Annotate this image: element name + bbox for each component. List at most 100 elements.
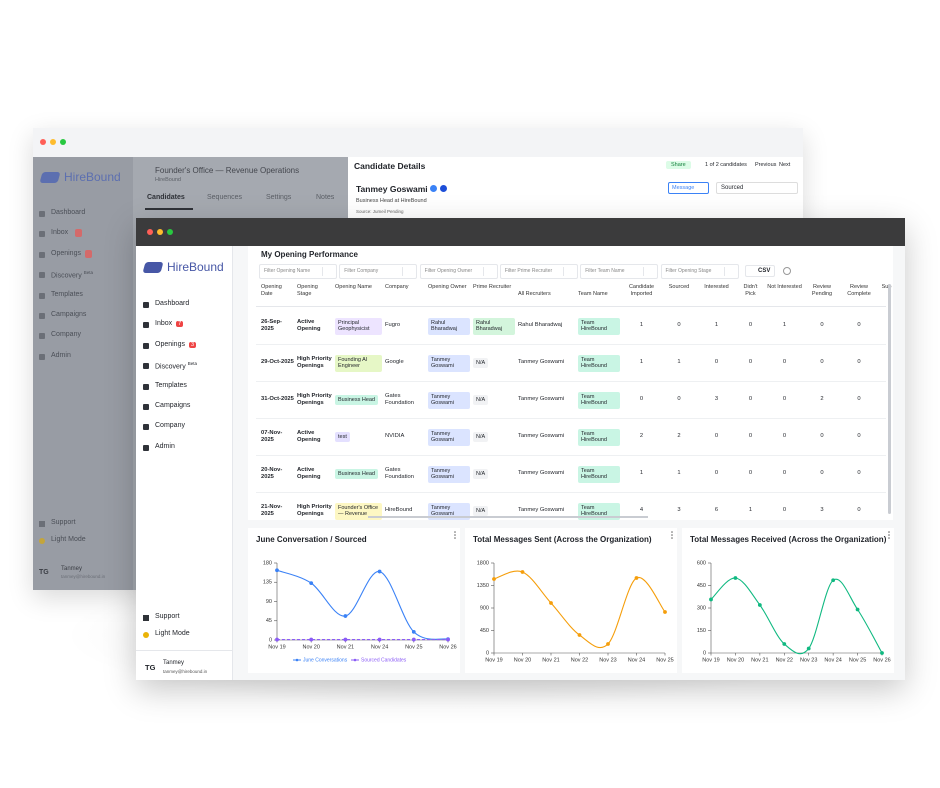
data-point [806,646,811,651]
legend-label: Sourced Candidates [361,657,407,663]
nav-icon [39,313,45,319]
data-point [446,637,450,642]
table-cell: Tanmey Goswami [428,493,470,520]
nav-item[interactable]: Templates [51,290,83,298]
table-cell: N/A [473,345,515,381]
nav-item[interactable]: Openings [51,249,81,257]
y-tick-label: 600 [697,560,706,566]
nav-badge: 3 [188,341,197,348]
table-cell: Tanmey Goswami [518,433,565,440]
chart: Total Messages Received (Across the Orga… [682,528,894,673]
pill: Rahul Bharadwaj [473,317,515,335]
tab[interactable]: Notes [316,194,335,201]
tab[interactable]: Settings [266,194,292,201]
column-header: Opening Name [335,284,372,290]
table-cell: HireBound [385,507,413,514]
pill: N/A [473,394,489,406]
table-cell: Team HireBound [578,308,620,344]
table-cell: 1 [748,507,753,514]
pill: Team HireBound [578,465,620,483]
nav-item[interactable]: Company [51,331,81,339]
window-dot [157,229,163,235]
table-cell: High Priority Openings [297,503,332,518]
tab[interactable]: Sequences [207,194,243,201]
filter-input[interactable]: Filter Prime Recruiter [499,264,578,279]
table-cell: Gates Foundation [385,466,415,481]
table-cell: 0 [714,433,719,440]
x-tick-label: Nov 26 [439,644,456,650]
next[interactable]: Next [779,162,791,168]
share-button[interactable]: Share [666,161,691,169]
table-cell: Google [385,359,404,366]
table-cell: 1 [639,470,644,477]
tab[interactable]: Candidates [147,194,185,201]
verified-icon [430,185,437,192]
data-point [782,642,787,646]
x-tick-label: Nov 25 [656,657,673,663]
nav-item[interactable]: Discovery Beta [155,361,197,371]
filter-divider [723,267,725,276]
nav-item[interactable]: Dashboard [155,300,190,307]
status-select[interactable]: Sourced [716,182,798,194]
nav-item[interactable]: Admin [51,351,71,359]
window-dot [167,229,173,235]
filter-input[interactable]: Filter Opening Name [259,264,337,279]
table-cell: Tanmey Goswami [518,470,565,477]
nav-badge [85,249,92,258]
light-mode[interactable]: Light Mode [155,630,190,637]
legend-dot [353,658,357,662]
title-bar [33,128,803,157]
chart: June Conversation / Sourced 0 45 90 135 180 No… [248,528,460,673]
table-cell: 0 [782,433,787,440]
section-title: My Opening Performance [261,250,358,259]
x-tick-label: Nov 20 [302,644,319,650]
filter-input[interactable]: Filter Opening Stage [660,264,739,279]
pill: Tanmey Goswami [428,428,470,446]
filter-input[interactable]: Filter Opening Owner [419,264,498,279]
filter-input[interactable]: Filter Company [339,264,418,279]
filter-divider [402,267,404,276]
y-tick-label: 1800 [477,560,489,566]
nav-item[interactable]: Admin [155,442,175,450]
nav-item[interactable]: Inbox 7 [155,320,184,328]
nav-icon [143,615,149,621]
user-email: tanmey@hirebound.in [61,574,106,579]
nav-icon [39,211,45,217]
support[interactable]: Support [155,613,180,620]
front-window: HireBound Dashboard Inbox 7 Openings 3 Discove… [136,218,905,680]
table-cell: 1 [639,359,644,366]
message-button[interactable]: Message [668,182,710,194]
table-cell: 0 [782,396,787,403]
nav-item[interactable]: Campaigns [155,402,191,409]
nav-icon [39,333,45,340]
table-cell: Gates Foundation [385,392,415,407]
filter-text: Filter Prime Recruiter [504,268,553,274]
nav-item[interactable]: Inbox [51,229,69,237]
previous[interactable]: Previous [755,162,777,168]
data-point [411,637,416,642]
support[interactable]: Support [51,519,76,526]
pill: Team HireBound [578,428,620,446]
nav-icon [143,632,149,638]
column-header: Review Pending [811,284,833,297]
nav-item[interactable]: Campaigns [51,311,87,318]
nav-item[interactable]: Company [155,422,185,430]
column-header: Review Complete [847,284,871,297]
column-header: Candidate Imported [628,284,655,297]
h-scrollbar [368,516,648,518]
nav-icon [143,404,149,410]
nav-item[interactable]: Discovery Beta [51,270,93,280]
table-cell: 0 [677,322,681,329]
column-header: Opening Stage [297,284,318,297]
nav-item[interactable]: Dashboard [51,209,86,216]
filter-text: Filter Opening Name [264,268,311,274]
nav-item[interactable]: Templates [155,381,187,389]
nav-item[interactable]: Openings 3 [155,340,197,348]
table-cell: 0 [748,470,753,477]
window-dot [60,139,66,145]
export-button[interactable]: CSV [745,265,776,277]
filter-input[interactable]: Filter Team Name [580,264,659,279]
headline: Business Head at HireBound [356,198,427,204]
light-mode[interactable]: Light Mode [51,536,86,543]
table-cell: 2 [639,433,644,440]
